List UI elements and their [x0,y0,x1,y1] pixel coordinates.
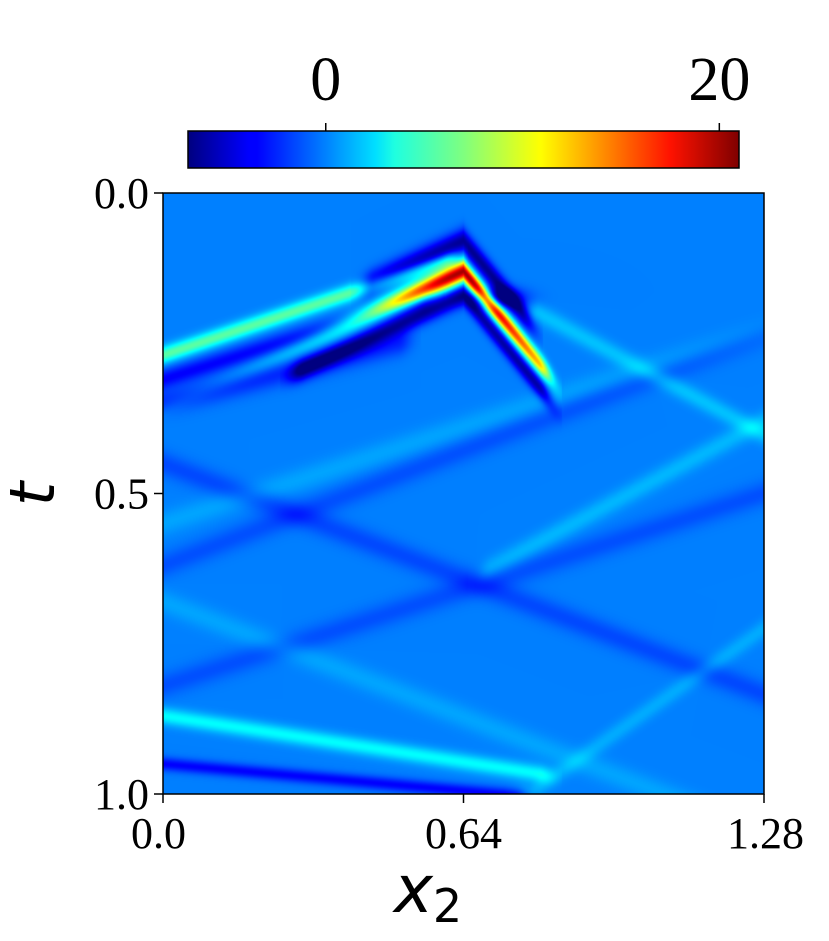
plot-area [162,192,765,795]
colorbar-tick-label: 0 [310,46,341,114]
y-tick-label: 0.0 [94,169,149,218]
y-axis-label: t [0,479,69,506]
colorbar: 0 20 [187,46,750,169]
x-tick-label: 0.0 [131,809,186,858]
colorbar-tick-label: 20 [688,46,750,114]
heatmap-image-container [163,193,764,794]
x-tick-label: 1.28 [727,809,804,858]
x-tick-label: 0.64 [425,809,502,858]
x-axis-label: x2 [392,851,462,933]
y-tick-label: 1.0 [94,770,149,819]
y-tick-label: 0.5 [94,470,149,519]
colorbar-ticks: 0 20 [310,46,750,131]
colorbar-gradient [187,130,740,169]
x-axis-ticks: 0.0 0.64 1.28 [131,794,804,858]
heatmap-image [163,193,764,794]
y-axis-ticks: 0.0 0.5 1.0 [94,169,163,819]
